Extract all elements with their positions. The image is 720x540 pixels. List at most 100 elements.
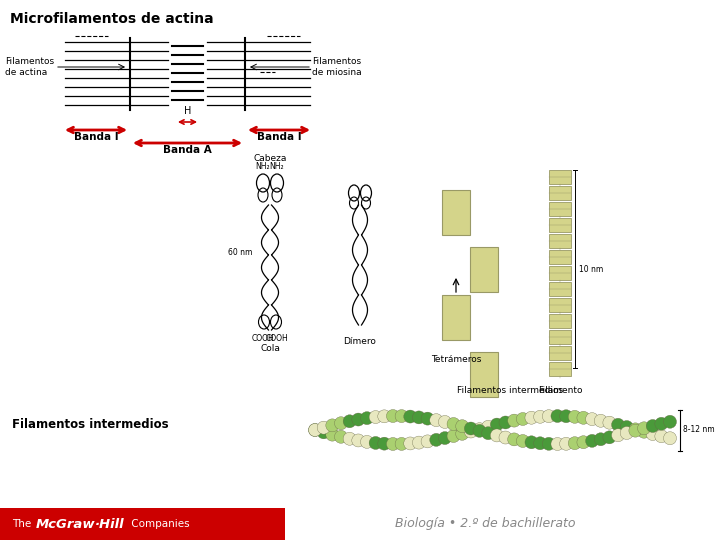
Bar: [549, 234, 571, 248]
Circle shape: [404, 437, 417, 450]
Circle shape: [490, 418, 503, 431]
Text: Filamentos
de actina: Filamentos de actina: [5, 57, 54, 77]
Circle shape: [447, 417, 460, 430]
Text: Dímero: Dímero: [343, 337, 377, 346]
Circle shape: [378, 437, 391, 450]
Circle shape: [464, 422, 477, 435]
Circle shape: [421, 435, 434, 448]
Bar: [549, 250, 571, 264]
Circle shape: [664, 415, 677, 428]
Circle shape: [482, 420, 495, 433]
Bar: [549, 170, 571, 184]
Circle shape: [361, 435, 374, 448]
Circle shape: [594, 433, 607, 446]
Circle shape: [508, 414, 521, 427]
Circle shape: [559, 410, 572, 423]
Circle shape: [585, 434, 598, 447]
Text: The: The: [12, 519, 35, 529]
Circle shape: [464, 425, 477, 438]
Circle shape: [326, 419, 339, 432]
Circle shape: [637, 422, 651, 435]
Circle shape: [655, 430, 668, 443]
Bar: [442, 295, 470, 340]
Text: Filamentos intermedios: Filamentos intermedios: [12, 418, 168, 431]
Circle shape: [343, 432, 356, 445]
Circle shape: [577, 436, 590, 449]
Text: H: H: [184, 106, 192, 116]
Circle shape: [490, 429, 503, 442]
Circle shape: [655, 417, 668, 430]
Text: Cola: Cola: [260, 344, 280, 353]
Text: 10 nm: 10 nm: [579, 265, 603, 273]
Circle shape: [482, 427, 495, 440]
Circle shape: [413, 436, 426, 449]
Bar: [549, 314, 571, 328]
Circle shape: [611, 418, 624, 431]
Text: NH₂: NH₂: [270, 162, 284, 171]
Circle shape: [473, 423, 486, 436]
Circle shape: [525, 436, 538, 449]
Circle shape: [395, 410, 408, 423]
Circle shape: [326, 428, 339, 441]
Circle shape: [473, 424, 486, 437]
Circle shape: [603, 416, 616, 429]
Bar: [549, 202, 571, 216]
Text: COOH: COOH: [251, 334, 274, 343]
Text: Cabeza: Cabeza: [253, 154, 287, 163]
Circle shape: [551, 409, 564, 422]
Circle shape: [317, 421, 330, 434]
Circle shape: [620, 427, 633, 440]
Circle shape: [637, 425, 651, 438]
Circle shape: [646, 428, 660, 441]
Bar: [470, 247, 498, 292]
Circle shape: [516, 435, 529, 448]
Circle shape: [308, 423, 322, 436]
Text: Banda I: Banda I: [257, 132, 301, 142]
Circle shape: [378, 410, 391, 423]
Circle shape: [499, 431, 512, 444]
Text: 8-12 nm: 8-12 nm: [683, 426, 715, 435]
Circle shape: [508, 433, 521, 446]
Text: Biología • 2.º de bachillerato: Biología • 2.º de bachillerato: [395, 517, 575, 530]
Bar: [549, 282, 571, 296]
Circle shape: [551, 437, 564, 450]
Circle shape: [585, 413, 598, 426]
Circle shape: [568, 410, 581, 423]
Bar: [0, 508, 285, 540]
Circle shape: [352, 413, 365, 426]
Bar: [549, 218, 571, 232]
Circle shape: [447, 429, 460, 442]
Bar: [549, 298, 571, 312]
Circle shape: [542, 410, 555, 423]
Circle shape: [534, 410, 546, 423]
Circle shape: [404, 410, 417, 423]
Circle shape: [594, 414, 607, 427]
Circle shape: [361, 411, 374, 424]
Text: 60 nm: 60 nm: [228, 248, 252, 257]
Circle shape: [620, 421, 633, 434]
Circle shape: [438, 431, 451, 444]
Text: Microfilamentos de actina: Microfilamentos de actina: [10, 12, 214, 26]
Bar: [549, 346, 571, 360]
Text: Filamentos intermedios: Filamentos intermedios: [457, 386, 563, 395]
Circle shape: [387, 437, 400, 450]
Bar: [549, 362, 571, 376]
Bar: [470, 352, 498, 397]
Circle shape: [516, 413, 529, 426]
Circle shape: [317, 426, 330, 439]
Circle shape: [395, 437, 408, 450]
Circle shape: [421, 412, 434, 425]
Bar: [549, 330, 571, 344]
Text: McGraw: McGraw: [36, 517, 96, 530]
Circle shape: [335, 430, 348, 443]
Circle shape: [525, 411, 538, 424]
Circle shape: [664, 431, 677, 445]
Circle shape: [577, 411, 590, 424]
Circle shape: [369, 410, 382, 423]
Text: Banda I: Banda I: [73, 132, 118, 142]
Circle shape: [335, 417, 348, 430]
Circle shape: [542, 437, 555, 450]
Text: COOH: COOH: [266, 334, 289, 343]
Circle shape: [456, 420, 469, 433]
Circle shape: [559, 437, 572, 450]
